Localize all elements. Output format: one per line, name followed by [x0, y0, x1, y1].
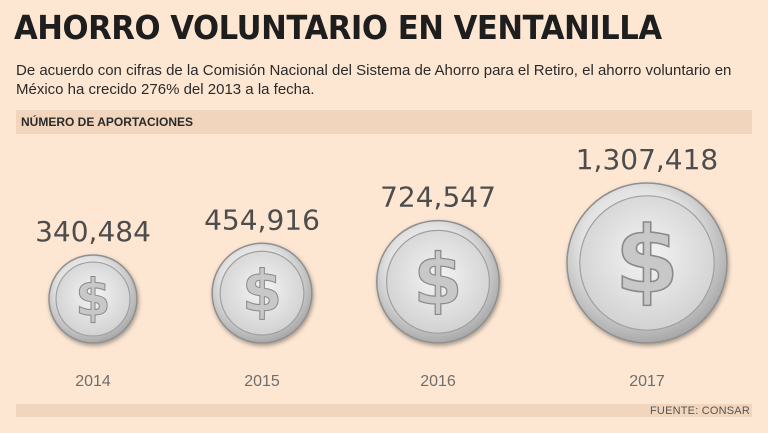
coin-2015: $	[211, 242, 313, 344]
value-label: 724,547	[380, 181, 496, 214]
value-label: 1,307,418	[576, 143, 719, 176]
coin-face	[219, 250, 305, 336]
dollar-sign-icon: $	[615, 207, 679, 314]
source-note: FUENTE: CONSAR	[650, 405, 750, 417]
subtitle: De acuerdo con cifras de la Comisión Nac…	[16, 62, 732, 98]
section-header: NÚMERO DE APORTACIONES	[16, 110, 752, 134]
dollar-sign-icon: $	[414, 239, 463, 321]
value-label: 340,484	[35, 215, 151, 248]
year-label: 2017	[629, 373, 665, 390]
dollar-sign-icon: $	[75, 268, 110, 327]
coin-face	[55, 261, 131, 337]
coin-2017: $	[566, 182, 728, 344]
section-label: NÚMERO DE APORTACIONES	[21, 115, 194, 129]
coin-2016: $	[376, 219, 500, 344]
value-label: 454,916	[204, 203, 320, 236]
footer-band	[16, 404, 752, 417]
year-label: 2015	[244, 373, 280, 390]
page-title: AHORRO VOLUNTARIO EN VENTANILLA	[14, 8, 662, 47]
dollar-sign-icon: $	[242, 258, 282, 325]
year-label: 2014	[75, 373, 111, 390]
coin-2014: $	[48, 254, 138, 344]
coin-face	[579, 195, 715, 331]
year-label: 2016	[420, 373, 456, 390]
coin-face	[385, 229, 491, 334]
